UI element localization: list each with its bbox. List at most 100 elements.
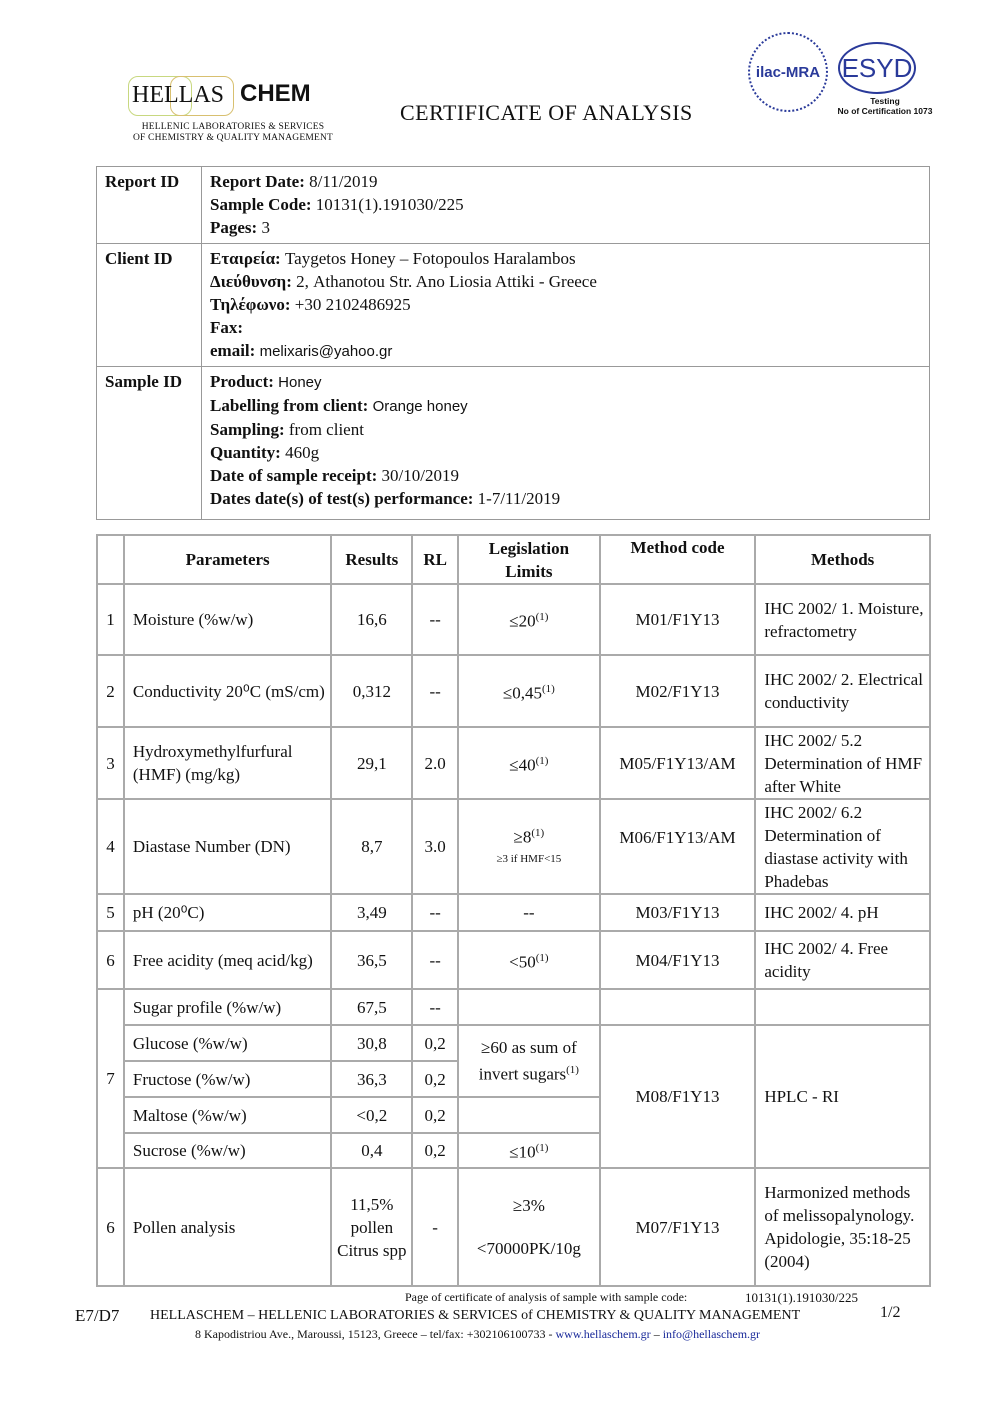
table-cell: Fructose (%w/w) bbox=[122, 1060, 333, 1098]
table-cell: 0,312 bbox=[330, 654, 414, 728]
table-cell: IHC 2002/ 4. pH bbox=[754, 893, 931, 932]
sample-info: Product: Honey Labelling from client: Or… bbox=[201, 366, 930, 520]
table-cell: 3 bbox=[96, 726, 125, 800]
table-cell: RL bbox=[411, 534, 460, 585]
table-cell: 1 bbox=[96, 583, 125, 656]
table-cell: Free acidity (meq acid/kg) bbox=[122, 930, 333, 990]
table-cell: Sucrose (%w/w) bbox=[122, 1132, 333, 1169]
table-row: 5 pH (20⁰C) 3,49 -- -- M03/F1Y13 IHC 2002/ 4. … bbox=[96, 893, 931, 932]
table-cell: ≥60 as sum of invert sugars(1) bbox=[457, 1024, 601, 1098]
table-cell: 8,7 bbox=[330, 798, 414, 895]
table-cell: Pollen analysis bbox=[122, 1167, 333, 1287]
table-row: Glucose (%w/w) 30,8 0,2 ≥60 as sum of inve… bbox=[97, 1024, 931, 1169]
table-row: 4 Diastase Number (DN) 8,7 3.0 ≥8(1) ≥3 if HM… bbox=[96, 798, 931, 895]
table-cell: ≥3% <70000PK/10g bbox=[457, 1167, 601, 1287]
client-info: Εταιρεία: Taygetos Honey – Fotopoulos Ha… bbox=[201, 243, 930, 367]
table-cell bbox=[598, 988, 757, 1026]
table-cell: 6 bbox=[96, 930, 125, 990]
table-cell: Results bbox=[330, 534, 414, 585]
table-cell: -- bbox=[411, 583, 460, 656]
table-cell: 0,2 bbox=[411, 1060, 460, 1098]
table-cell bbox=[457, 988, 601, 1026]
table-cell: M05/F1Y13/AM bbox=[598, 726, 757, 800]
table-row: Sucrose (%w/w) 0,4 0,2 ≤10(1) bbox=[97, 1132, 930, 1169]
table-cell: Moisture (%w/w) bbox=[122, 583, 333, 656]
table-cell: Maltose (%w/w) bbox=[122, 1096, 333, 1134]
table-cell: Hydroxymethylfurfural (HMF) (mg/kg) bbox=[122, 726, 333, 800]
table-cell: Parameters bbox=[122, 534, 333, 585]
table-cell: IHC 2002/ 6.2 Determination of diastase … bbox=[754, 798, 931, 895]
table-cell: Method code bbox=[598, 534, 757, 585]
table-cell bbox=[457, 1096, 601, 1134]
website-link[interactable]: www.hellaschem.gr bbox=[555, 1327, 651, 1341]
table-cell: IHC 2002/ 2. Electrical conductivity bbox=[754, 654, 931, 728]
esyd-logo: ESYD bbox=[838, 42, 916, 94]
table-cell: HPLC - RI bbox=[754, 1024, 931, 1169]
table-cell: 0,2 bbox=[411, 1132, 460, 1169]
table-cell: 7 bbox=[96, 988, 125, 1169]
table-cell: M02/F1Y13 bbox=[598, 654, 757, 728]
table-cell: 36,3 bbox=[330, 1060, 414, 1098]
table-cell: ≤10(1) bbox=[457, 1132, 601, 1169]
table-cell: ≤40(1) bbox=[457, 726, 601, 800]
table-cell: 2 bbox=[96, 654, 125, 728]
table-row: 7 Sugar profile (%w/w) 67,5 -- bbox=[96, 988, 931, 1169]
table-cell: ≤0,45(1) bbox=[457, 654, 601, 728]
table-cell: 67,5 bbox=[330, 988, 414, 1026]
table-cell: M04/F1Y13 bbox=[598, 930, 757, 990]
table-row: 2 Conductivity 20⁰C (mS/cm) 0,312 -- ≤0,45(1… bbox=[96, 654, 931, 728]
accreditation-text: Testing No of Certification 1073 bbox=[837, 96, 933, 116]
table-cell: 0,4 bbox=[330, 1132, 414, 1169]
table-cell: Diastase Number (DN) bbox=[122, 798, 333, 895]
table-cell: M08/F1Y13 bbox=[598, 1024, 757, 1169]
table-cell bbox=[754, 988, 931, 1026]
info-table: Report ID Report Date: 8/11/2019 Sample … bbox=[96, 166, 930, 520]
table-cell: -- bbox=[411, 930, 460, 990]
table-row: Fructose (%w/w) 36,3 0,2 bbox=[97, 1060, 930, 1098]
table-cell: -- bbox=[411, 893, 460, 932]
table-cell: IHC 2002/ 4. Free acidity bbox=[754, 930, 931, 990]
table-cell: <0,2 bbox=[330, 1096, 414, 1134]
table-cell: 0,2 bbox=[411, 1096, 460, 1134]
table-cell: Methods bbox=[754, 534, 931, 585]
table-cell: 29,1 bbox=[330, 726, 414, 800]
table-row: 6 Free acidity (meq acid/kg) 36,5 -- <50(1) M… bbox=[96, 930, 931, 990]
table-row: 1 Moisture (%w/w) 16,6 -- ≤20(1) M01/F1Y13 IHC… bbox=[96, 583, 931, 656]
results-table: Parameters Results RL Legislation Limits Me… bbox=[96, 534, 931, 1287]
table-cell: 30,8 bbox=[330, 1024, 414, 1062]
table-cell: 3,49 bbox=[330, 893, 414, 932]
table-cell: M01/F1Y13 bbox=[598, 583, 757, 656]
footer-address: 8 Kapodistriou Ave., Maroussi, 15123, Gr… bbox=[195, 1327, 761, 1341]
table-cell: 4 bbox=[96, 798, 125, 895]
table-cell: 2.0 bbox=[411, 726, 460, 800]
table-cell: Legislation Limits bbox=[457, 534, 601, 585]
table-cell: 16,6 bbox=[330, 583, 414, 656]
table-cell: M06/F1Y13/AM bbox=[598, 798, 757, 895]
table-cell: -- bbox=[411, 654, 460, 728]
table-cell: -- bbox=[457, 893, 601, 932]
table-cell: <50(1) bbox=[457, 930, 601, 990]
table-row: 3 Hydroxymethylfurfural (HMF) (mg/kg) 29,1… bbox=[96, 726, 931, 800]
table-cell: M07/F1Y13 bbox=[598, 1167, 757, 1287]
table-cell: 6 bbox=[96, 1167, 125, 1287]
email-link[interactable]: info@hellaschem.gr bbox=[662, 1327, 761, 1341]
table-cell: Sugar profile (%w/w) bbox=[122, 988, 333, 1026]
table-cell: 0,2 bbox=[411, 1024, 460, 1062]
table-cell: Harmonized methods of melissopalynology.… bbox=[754, 1167, 931, 1287]
table-cell: - bbox=[411, 1167, 460, 1287]
table-cell: 36,5 bbox=[330, 930, 414, 990]
table-cell: IHC 2002/ 1. Moisture, refractometry bbox=[754, 583, 931, 656]
table-cell: IHC 2002/ 5.2 Determination of HMF after… bbox=[754, 726, 931, 800]
table-cell: M03/F1Y13 bbox=[598, 893, 757, 932]
ilac-mra-logo: ilac-MRA bbox=[748, 32, 828, 112]
hellaschem-logo: HELLAS CHEM HELLENIC LABORATORIES & SERV… bbox=[128, 74, 338, 144]
page-title: CERTIFICATE OF ANALYSIS bbox=[400, 100, 693, 125]
table-cell bbox=[96, 534, 125, 585]
table-cell: pH (20⁰C) bbox=[122, 893, 333, 932]
table-cell: 11,5% pollen Citrus spp bbox=[330, 1167, 414, 1287]
report-info: Report Date: 8/11/2019 Sample Code: 1013… bbox=[201, 166, 930, 244]
table-cell: Conductivity 20⁰C (mS/cm) bbox=[122, 654, 333, 728]
table-cell: 5 bbox=[96, 893, 125, 932]
table-cell: ≥8(1) ≥3 if HMF<15 bbox=[457, 798, 601, 895]
table-header: Parameters Results RL Legislation Limits Me… bbox=[96, 534, 931, 585]
